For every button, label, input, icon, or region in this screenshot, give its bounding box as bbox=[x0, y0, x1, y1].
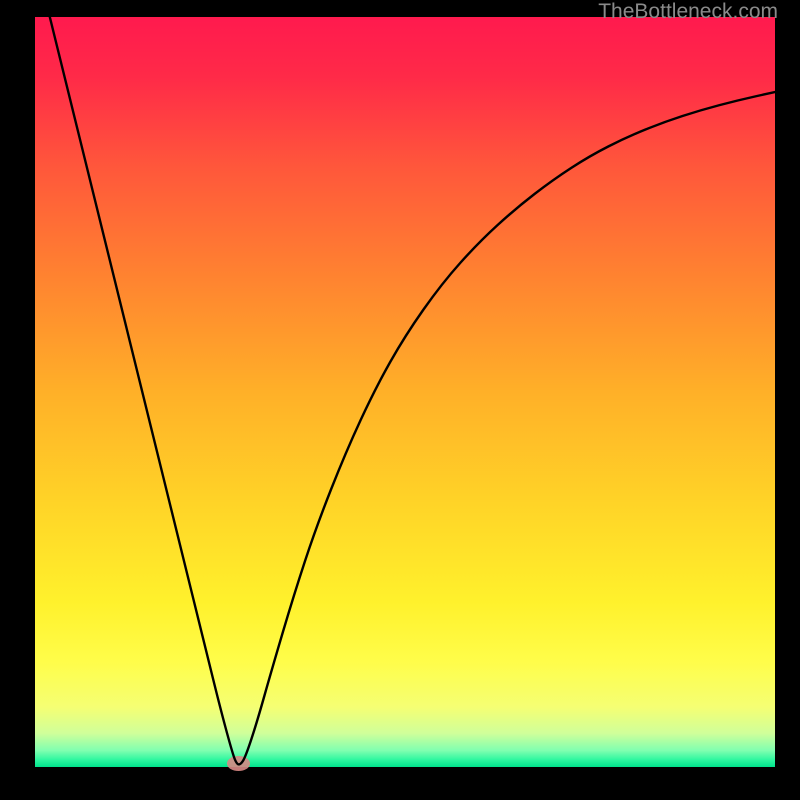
plot-area bbox=[35, 17, 775, 767]
bottleneck-curve bbox=[35, 17, 775, 767]
watermark-text: TheBottleneck.com bbox=[598, 0, 778, 24]
bottleneck-chart: TheBottleneck.com bbox=[0, 0, 800, 800]
